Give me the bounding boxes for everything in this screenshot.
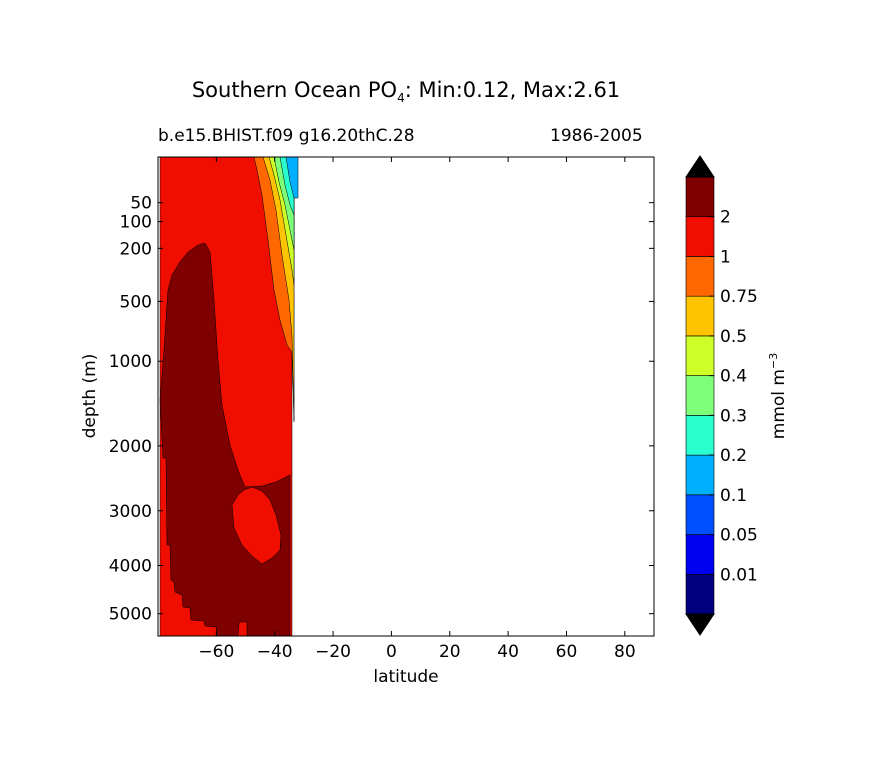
colorbar-tick-label: 0.05	[720, 526, 758, 546]
colorbar-extend-min	[685, 613, 715, 636]
colorbar-label-main: mmol m	[769, 369, 789, 439]
colorbar-swatch	[685, 295, 715, 337]
y-axis-label: depth (m)	[80, 354, 100, 439]
colorbar-swatch	[685, 375, 715, 416]
colorbar-tick-label: 0.2	[720, 446, 747, 466]
region-0.1-to-0.2	[285, 157, 299, 199]
colorbar-tick-label: 0.1	[720, 486, 747, 506]
date-range: 1986-2005	[550, 126, 643, 146]
x-axis: −60 −40 −20 0 20 40 60 80	[198, 157, 636, 662]
y-tick-label: 200	[120, 239, 152, 259]
x-axis-label: latitude	[373, 667, 438, 687]
colorbar-swatch	[685, 534, 715, 575]
contour-field	[159, 157, 299, 636]
colorbar-extend-max	[685, 155, 715, 178]
colorbar-tick-label: 0.5	[720, 327, 747, 347]
colorbar-swatch	[685, 454, 715, 496]
x-tick-label: −20	[315, 642, 351, 662]
colorbar-swatch	[685, 216, 715, 257]
plot-frame	[157, 156, 655, 637]
x-tick-label: −60	[198, 642, 234, 662]
y-tick-label: 5000	[109, 605, 152, 625]
title-main: Southern Ocean PO	[191, 78, 398, 102]
case-name: b.e15.BHIST.f09 g16.20thC.28	[158, 126, 415, 146]
region-blob-1-to-2	[231, 486, 282, 565]
y-tick-label: 3000	[109, 502, 152, 522]
y-tick-label: 4000	[109, 556, 152, 576]
colorbar-tick-label: 2	[720, 208, 731, 228]
colorbar-tick-label: 0.3	[720, 406, 747, 426]
colorbar-label-exp: −3	[767, 353, 780, 369]
x-tick-label: −40	[257, 642, 293, 662]
colorbar-swatch	[685, 573, 715, 615]
colorbar-swatch	[685, 335, 715, 376]
colorbar-tick-label: 0.01	[720, 565, 758, 585]
y-tick-label: 100	[120, 213, 152, 233]
x-tick-label: 60	[556, 642, 578, 662]
title-rest: : Min:0.12, Max:2.61	[404, 78, 621, 102]
colorbar-swatch	[685, 415, 715, 456]
colorbar-swatch	[685, 176, 715, 218]
y-tick-label: 2000	[109, 437, 152, 457]
colorbar-tick-label: 1	[720, 247, 731, 267]
title-subscript: 4	[397, 91, 405, 106]
colorbar-swatch	[685, 494, 715, 535]
x-tick-label: 80	[614, 642, 636, 662]
x-tick-label: 0	[386, 642, 397, 662]
colorbar-swatch	[685, 256, 715, 297]
colorbar-label: mmol m−3	[767, 353, 789, 439]
colorbar-tick-label: 0.75	[720, 287, 758, 307]
colorbar	[685, 155, 715, 636]
y-tick-label: 50	[130, 194, 152, 214]
colorbar-ticks: 0.01 0.05 0.1 0.2 0.3 0.4 0.5 0.75 1 2	[709, 208, 758, 585]
y-tick-label: 500	[120, 292, 152, 312]
x-tick-label: 20	[439, 642, 461, 662]
y-tick-label: 1000	[109, 352, 152, 372]
chart-title: Southern Ocean PO4: Min:0.12, Max:2.61	[0, 78, 812, 105]
x-tick-label: 40	[497, 642, 519, 662]
colorbar-tick-label: 0.4	[720, 367, 747, 387]
